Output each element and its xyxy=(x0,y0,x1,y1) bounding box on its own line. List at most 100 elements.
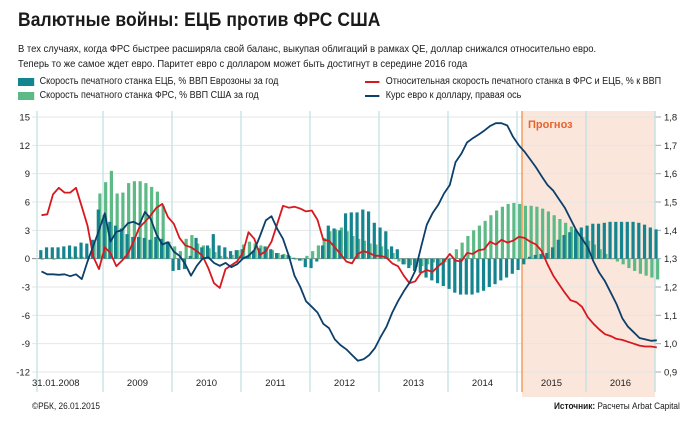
bar-ecb xyxy=(516,258,520,270)
bar-ecb xyxy=(568,232,572,259)
bar-fed xyxy=(460,242,464,259)
bar-ecb xyxy=(556,239,560,259)
bar-ecb xyxy=(366,211,371,259)
bar-ecb xyxy=(200,247,204,259)
y-tick-right: 1,3 xyxy=(664,254,677,265)
bar-ecb xyxy=(159,238,164,259)
bar-ecb xyxy=(510,258,514,274)
bar-ecb xyxy=(424,258,428,278)
legend-item-fed: Скорость печатного станка ФРС, % ВВП США… xyxy=(18,89,278,103)
bar-ecb xyxy=(188,255,192,259)
bar-ecb xyxy=(453,258,457,293)
bar-ecb xyxy=(102,215,106,259)
source-value: Расчеты Arbat Capital xyxy=(597,401,680,411)
bar-ecb xyxy=(131,236,135,259)
y-tick-left: -3 xyxy=(22,283,30,294)
bar-ecb xyxy=(332,228,336,259)
y-tick-right: 0,9 xyxy=(664,368,677,379)
bar-ecb xyxy=(338,230,342,259)
bar-fed xyxy=(121,192,125,259)
bar-ecb xyxy=(39,250,43,259)
y-tick-right: 1,6 xyxy=(664,169,677,180)
legend-swatch-eurusd xyxy=(365,95,380,97)
y-tick-right: 1,1 xyxy=(664,311,677,322)
line-relative xyxy=(41,186,657,349)
bar-fed xyxy=(633,258,637,271)
bar-ecb xyxy=(372,222,376,259)
bar-ecb xyxy=(292,257,296,259)
bar-fed xyxy=(397,258,401,262)
x-tick-label: 31.01.2008 xyxy=(32,378,80,389)
bar-fed xyxy=(500,206,504,259)
y-tick-left: 9 xyxy=(25,169,30,180)
bar-fed xyxy=(161,205,165,259)
copyright: ©РБК, 26.01.2015 xyxy=(32,401,100,411)
bar-ecb xyxy=(223,247,227,259)
y-tick-left: 6 xyxy=(25,198,30,209)
bar-fed xyxy=(477,225,481,259)
x-tick-label: 2016 xyxy=(610,378,631,389)
bar-ecb xyxy=(119,228,123,259)
bar-ecb xyxy=(389,246,394,259)
bar-fed xyxy=(638,258,642,274)
bar-ecb xyxy=(637,222,641,259)
bar-ecb xyxy=(504,258,509,278)
bar-ecb xyxy=(470,258,474,295)
bar-fed xyxy=(472,230,476,259)
bar-ecb xyxy=(596,223,601,259)
y-tick-right: 1,2 xyxy=(664,283,677,294)
bar-ecb xyxy=(625,221,629,259)
legend-item-ecb: Скорость печатного станка ЕЦБ, % ВВП Евр… xyxy=(18,75,278,89)
bar-ecb xyxy=(591,223,595,259)
x-tick-label: 2014 xyxy=(472,378,493,389)
bar-ecb xyxy=(165,241,169,259)
bar-ecb xyxy=(619,221,624,259)
bar-ecb xyxy=(355,212,359,259)
bar-ecb xyxy=(286,254,290,259)
y-tick-left: -12 xyxy=(16,368,30,379)
bar-ecb xyxy=(631,221,635,259)
bar-fed xyxy=(535,206,539,259)
bar-ecb xyxy=(430,258,434,281)
bar-ecb xyxy=(171,258,175,271)
bar-fed xyxy=(40,258,44,260)
bar-ecb xyxy=(401,258,405,265)
legend-label-eurusd: Курс евро к доллару, правая ось xyxy=(385,90,522,101)
bar-ecb xyxy=(343,213,348,259)
bar-fed xyxy=(529,205,533,259)
bar-ecb xyxy=(499,258,503,281)
bar-ecb xyxy=(246,255,250,259)
bar-fed xyxy=(523,205,527,259)
bar-ecb xyxy=(481,258,486,291)
bar-ecb xyxy=(545,253,549,259)
bar-fed xyxy=(541,208,545,259)
bar-fed xyxy=(305,255,309,259)
bar-ecb xyxy=(614,221,618,259)
x-tick-label: 2015 xyxy=(541,378,562,389)
bar-fed xyxy=(316,245,320,259)
bar-ecb xyxy=(349,212,353,259)
bar-ecb xyxy=(148,239,152,259)
legend-swatch-ecb xyxy=(18,78,35,86)
bar-fed xyxy=(650,258,654,278)
y-tick-left: 3 xyxy=(25,226,30,237)
bar-ecb xyxy=(44,247,49,259)
bar-ecb xyxy=(361,209,365,259)
bar-fed xyxy=(454,249,458,259)
bar-ecb xyxy=(522,258,526,265)
bar-fed xyxy=(495,210,499,259)
x-tick-label: 2010 xyxy=(196,378,217,389)
bar-ecb xyxy=(62,246,66,259)
bar-fed xyxy=(512,202,516,259)
legend-left: Скорость печатного станка ЕЦБ, % ВВП Евр… xyxy=(18,75,307,103)
bar-fed xyxy=(92,242,96,259)
forecast-label: Прогноз xyxy=(528,119,573,131)
bar-ecb xyxy=(113,225,118,259)
x-tick-label: 2012 xyxy=(334,378,355,389)
bar-fed xyxy=(552,215,556,259)
bar-fed xyxy=(69,256,73,259)
bar-fed xyxy=(558,219,562,259)
bar-ecb xyxy=(573,229,578,259)
y-tick-left: -6 xyxy=(22,311,30,322)
bar-fed xyxy=(293,258,297,260)
